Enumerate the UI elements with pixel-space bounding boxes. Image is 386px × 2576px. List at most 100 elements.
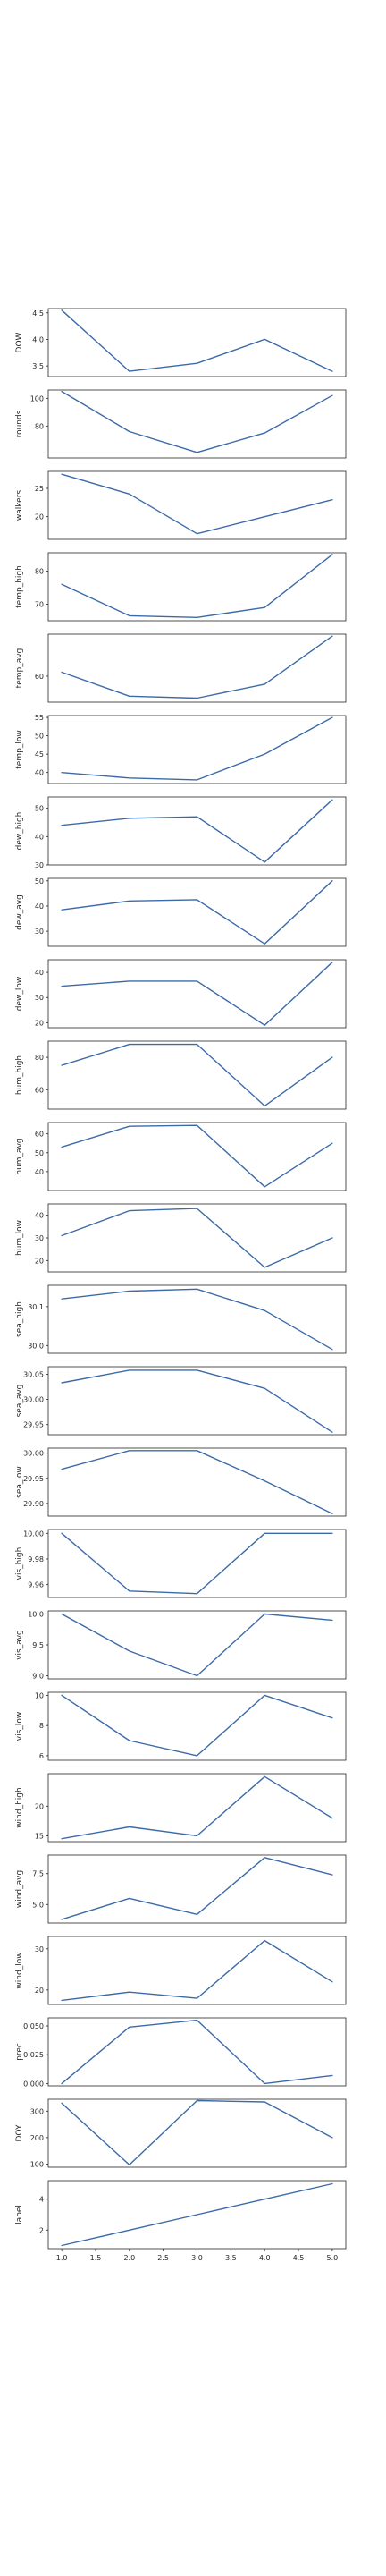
data-point: [264, 2199, 265, 2200]
subplot-temp_avg: 60 temp_avg: [15, 633, 347, 703]
ytick-label: 10.0: [28, 1610, 44, 1618]
subplot-sea_low: 29.90 29.95 30.00 sea_low: [15, 1447, 347, 1517]
ytick-label: 20: [35, 1987, 44, 1995]
series-line-wind_low: [61, 1939, 333, 2002]
subplot-wind_high: 15 20 wind_high: [15, 1773, 347, 1843]
ylabel: DOW: [15, 332, 24, 352]
data-point: [331, 1619, 333, 1621]
ytick-label: 20: [35, 1802, 44, 1810]
ylabel: wind_avg: [15, 1870, 24, 1908]
data-point: [196, 616, 197, 618]
data-point: [264, 515, 265, 517]
data-point: [196, 1208, 197, 1209]
ytick-label: 3.5: [32, 362, 44, 370]
ytick-label: 60: [35, 1131, 44, 1139]
axes-frame: [47, 389, 347, 459]
subplot-vis_avg: 9.0 9.5 10.0 vis_avg: [15, 1610, 347, 1681]
data-point: [61, 2082, 63, 2084]
ytick-label: 7.5: [32, 1870, 44, 1878]
xtick-label: 3.5: [225, 2254, 237, 2262]
data-point: [129, 777, 130, 779]
data-point: [331, 1980, 333, 1982]
axes-frame: [47, 1203, 347, 1273]
data-point: [129, 370, 130, 372]
ytick-label: 6: [39, 1752, 44, 1760]
ylabel: hum_high: [15, 1055, 24, 1095]
ytick-label: 30: [35, 994, 44, 1002]
data-point: [264, 1479, 265, 1481]
data-point: [264, 1694, 265, 1696]
data-point: [129, 1991, 130, 1993]
data-point: [264, 1939, 265, 1941]
ytick-label: 55: [35, 714, 44, 722]
ylabel: temp_avg: [15, 648, 24, 689]
ytick-label: 30: [35, 861, 44, 869]
axes-frame: [47, 2098, 347, 2168]
data-point: [264, 2082, 265, 2084]
data-point: [129, 493, 130, 495]
ytick-label: 50: [35, 877, 44, 886]
data-point: [331, 1717, 333, 1719]
data-point: [129, 1290, 130, 1292]
data-point: [264, 753, 265, 755]
series-line-walkers: [61, 473, 333, 535]
ylabel: rounds: [15, 410, 24, 437]
ytick-label: 30.1: [28, 1303, 44, 1311]
data-point: [331, 1431, 333, 1433]
data-point: [264, 1267, 265, 1268]
data-point: [129, 980, 130, 982]
ylabel: temp_low: [15, 730, 24, 768]
ytick-label: 4: [39, 2196, 44, 2204]
data-point: [264, 683, 265, 685]
data-point: [61, 1532, 63, 1534]
ylabel: sea_high: [15, 1301, 24, 1337]
xtick-label: 4.0: [259, 2254, 271, 2262]
data-point: [61, 309, 63, 311]
subplot-rounds: 80 100 rounds: [15, 389, 347, 459]
axes-frame: [47, 1366, 347, 1436]
data-point: [331, 716, 333, 718]
axes-frame: [47, 308, 347, 377]
data-point: [61, 583, 63, 585]
data-point: [331, 1237, 333, 1239]
axes-frame: [47, 877, 347, 947]
data-point: [129, 2164, 130, 2165]
ytick-label: 60: [35, 673, 44, 681]
subplot-temp_low: 40 45 50 55 temp_low: [15, 714, 347, 784]
data-point: [264, 1024, 265, 1026]
ylabel: vis_low: [15, 1712, 24, 1741]
data-point: [196, 1835, 197, 1836]
ytick-label: 80: [35, 422, 44, 430]
ytick-label: 30: [35, 928, 44, 936]
ytick-label: 30: [35, 1234, 44, 1242]
data-point: [264, 1387, 265, 1389]
ylabel: wind_low: [15, 1952, 24, 1988]
data-point: [331, 554, 333, 555]
ytick-label: 50: [35, 805, 44, 813]
data-point: [264, 606, 265, 608]
series-line-temp_low: [61, 716, 333, 781]
series-line-vis_low: [61, 1694, 333, 1757]
data-point: [61, 1837, 63, 1839]
data-point: [331, 498, 333, 500]
ytick-label: 60: [35, 1086, 44, 1094]
ylabel: dew_high: [15, 812, 24, 851]
data-point: [264, 1775, 265, 1777]
ytick-label: 9.96: [28, 1581, 44, 1589]
data-point: [61, 1468, 63, 1470]
ytick-label: 40: [35, 769, 44, 777]
data-point: [196, 1288, 197, 1290]
data-point: [264, 861, 265, 863]
ytick-label: 20: [35, 1257, 44, 1265]
ytick-label: 30.00: [23, 1396, 44, 1404]
series-line-DOW: [61, 309, 333, 372]
data-point: [61, 1919, 63, 1920]
series-line-hum_avg: [61, 1124, 333, 1188]
data-point: [331, 1817, 333, 1818]
ytick-label: 30: [35, 1945, 44, 1953]
axes-frame: [47, 1040, 347, 1110]
xtick-label: 5.0: [326, 2254, 338, 2262]
data-point: [331, 2074, 333, 2076]
data-point: [61, 1613, 63, 1614]
data-point: [61, 1234, 63, 1236]
